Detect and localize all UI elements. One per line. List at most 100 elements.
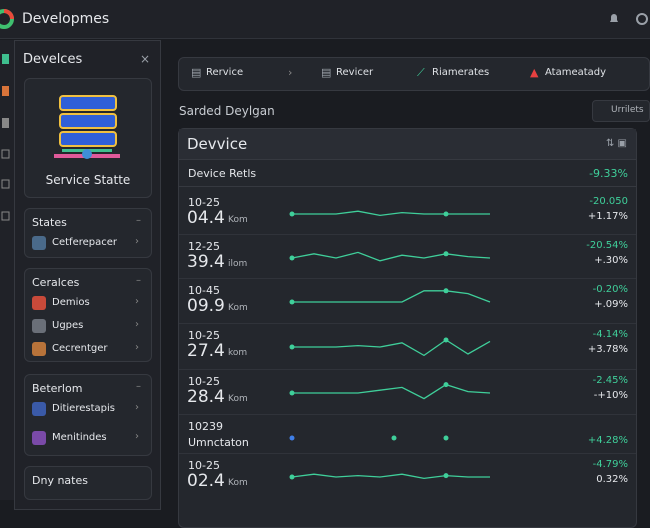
decor [0, 9, 648, 500]
section-title: Dny nates [32, 474, 88, 487]
rail-icon[interactable] [1, 149, 10, 159]
rail-icon[interactable] [2, 118, 9, 128]
row-divider [179, 323, 636, 324]
rail-icon[interactable] [2, 54, 9, 64]
row-unit: ilom [228, 259, 248, 269]
section-title: Ceralces [32, 276, 80, 289]
sparkline [289, 382, 491, 400]
row-divider [179, 369, 636, 370]
item-icon [32, 342, 46, 356]
sparkline [289, 251, 491, 262]
toolbar-item[interactable]: Rervice [206, 67, 244, 78]
row-label: 10239 [188, 420, 223, 433]
row-value: 39.4 [187, 252, 225, 272]
toolbar-item[interactable]: Riamerates [432, 67, 490, 78]
row-unit: kom [228, 348, 248, 358]
row-delta: +.09% [594, 299, 628, 310]
card-label: Service Statte [45, 173, 131, 187]
sparkline [289, 435, 449, 441]
row-unit: Kom [228, 215, 248, 225]
item-label[interactable]: Ditierestapis [52, 403, 115, 414]
row-value: 28.4 [187, 387, 225, 407]
device-panel [178, 128, 637, 528]
subtitle: Sarded Deylgan [179, 104, 275, 118]
rail-icon[interactable] [1, 211, 10, 221]
app-title: Developmes [22, 11, 110, 27]
row-delta: 0.32% [596, 474, 628, 485]
collapse-icon[interactable]: – [136, 275, 141, 286]
row-value: 27.4 [187, 341, 225, 361]
row-unit: Kom [228, 303, 248, 313]
toolbar-icon[interactable]: ▤ [191, 66, 202, 79]
toolbar-icon[interactable]: ▤ [321, 66, 332, 79]
row-change: -2.45% [592, 375, 628, 386]
row-change: -4.79% [592, 459, 628, 470]
row-change: -0.20% [592, 284, 628, 295]
sparkline [289, 288, 491, 305]
panel-title: Devvice [187, 135, 248, 153]
toolbar [178, 57, 650, 91]
toolbar-item[interactable]: Atameatady [545, 67, 607, 78]
chevron[interactable]: › [135, 402, 139, 413]
top-bar [0, 0, 650, 39]
collapse-icon[interactable]: – [136, 381, 141, 392]
logo-part [3, 9, 14, 20]
chevron[interactable]: › [135, 319, 139, 330]
header-value: -9.33% [589, 167, 628, 180]
section-title: States [32, 216, 67, 229]
row-change: -20.050 [589, 196, 628, 207]
icon-rail [0, 40, 14, 500]
row-delta: +1.17% [587, 211, 628, 222]
row-delta: +3.78% [587, 344, 628, 355]
section-title: Beterlom [32, 382, 83, 395]
sidebar-section [24, 466, 152, 500]
chevron[interactable]: › [135, 296, 139, 307]
gear-icon[interactable] [636, 13, 648, 25]
sparkline [289, 337, 491, 357]
sparkline [289, 473, 490, 480]
row-divider [179, 278, 636, 279]
row-label: 10-25 [188, 375, 220, 388]
button-label[interactable]: Urrilets [611, 105, 644, 115]
item-icon [32, 296, 46, 310]
row-change: -4.14% [592, 329, 628, 340]
item-label[interactable]: Ugpes [52, 320, 84, 331]
row-delta: -+10% [593, 390, 628, 401]
panel-header [179, 129, 636, 160]
row-unit: Kom [228, 394, 248, 404]
row-label: 10-45 [188, 284, 220, 297]
sidebar-section [24, 208, 152, 258]
chevron[interactable]: › [135, 342, 139, 353]
row-value: 09.9 [187, 296, 225, 316]
toolbar-item[interactable]: Revicer [336, 67, 374, 78]
item-label[interactable]: Cetferepacer [52, 237, 118, 248]
item-icon [32, 236, 46, 250]
row-value: Umnctaton [188, 436, 249, 449]
rail-icon[interactable] [2, 86, 9, 96]
row-value: 04.4 [187, 208, 225, 228]
toolbar-icon[interactable]: ▲ [530, 66, 539, 79]
row-unit: Kom [228, 478, 248, 488]
item-label[interactable]: Menitindes [52, 432, 107, 443]
chevron[interactable]: › [135, 431, 139, 442]
toolbar-icon[interactable]: ⟋ [417, 66, 425, 79]
bell-icon[interactable] [610, 14, 618, 22]
row-label: 12-25 [188, 240, 220, 253]
row-label: 10-25 [188, 196, 220, 209]
item-icon [32, 431, 46, 445]
row-divider [179, 414, 636, 415]
rail-icon[interactable] [1, 179, 10, 189]
sidebar-title: Develces [23, 52, 83, 67]
row-delta: +4.28% [587, 435, 628, 446]
item-label[interactable]: Demios [52, 297, 90, 308]
collapse-icon[interactable]: – [136, 215, 141, 226]
row-delta: +.30% [594, 255, 628, 266]
row-divider [179, 453, 636, 454]
row-change: -20.54% [586, 240, 628, 251]
row-label: 10-25 [188, 459, 220, 472]
chevron[interactable]: › [135, 236, 139, 247]
item-label[interactable]: Cecrentger [52, 343, 108, 354]
panel-icon[interactable]: ⇅ ▣ [606, 138, 628, 149]
close-icon[interactable]: × [140, 52, 151, 66]
